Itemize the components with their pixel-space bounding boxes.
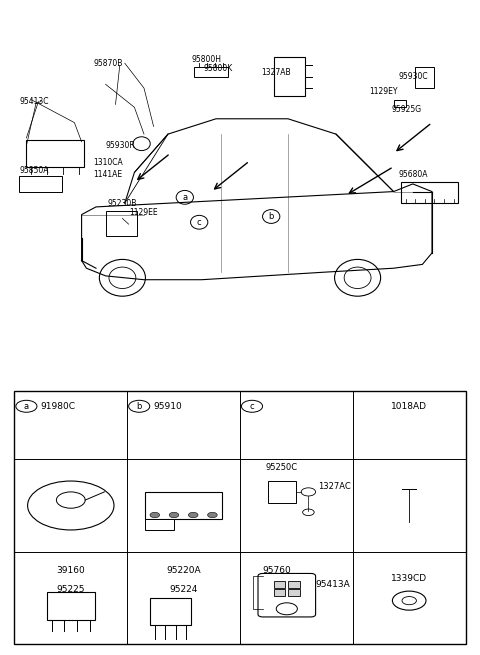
Text: 95225: 95225 xyxy=(57,586,85,594)
Bar xyxy=(145,519,174,530)
Bar xyxy=(288,581,300,588)
Text: 95870B: 95870B xyxy=(94,59,123,67)
Text: 95800H: 95800H xyxy=(192,55,222,64)
Text: 95930R: 95930R xyxy=(106,141,135,150)
Text: a: a xyxy=(24,402,29,411)
Text: b: b xyxy=(136,402,142,411)
Text: 95930C: 95930C xyxy=(398,72,428,81)
Text: c: c xyxy=(250,402,254,411)
Text: 1310CA: 1310CA xyxy=(94,159,123,167)
FancyBboxPatch shape xyxy=(258,574,315,617)
Text: 1018AD: 1018AD xyxy=(391,402,427,411)
FancyBboxPatch shape xyxy=(145,492,222,519)
Text: 95850A: 95850A xyxy=(19,166,48,175)
Text: 1327AB: 1327AB xyxy=(262,68,291,77)
FancyBboxPatch shape xyxy=(274,58,305,96)
Text: 95250C: 95250C xyxy=(266,463,298,472)
FancyBboxPatch shape xyxy=(26,140,84,166)
Text: 95910: 95910 xyxy=(154,402,182,411)
Bar xyxy=(274,590,285,596)
Text: 39160: 39160 xyxy=(57,566,85,575)
FancyBboxPatch shape xyxy=(415,67,434,88)
Bar xyxy=(288,590,300,596)
Circle shape xyxy=(150,512,159,517)
Text: 95800K: 95800K xyxy=(204,64,233,73)
FancyBboxPatch shape xyxy=(394,100,406,107)
Circle shape xyxy=(207,512,217,517)
Text: 95230B: 95230B xyxy=(108,198,137,208)
FancyBboxPatch shape xyxy=(19,176,62,191)
Text: 95413A: 95413A xyxy=(316,580,350,589)
Text: 95925G: 95925G xyxy=(391,105,421,114)
Text: b: b xyxy=(268,212,274,221)
Text: 95760: 95760 xyxy=(263,566,291,575)
FancyBboxPatch shape xyxy=(150,598,191,625)
Circle shape xyxy=(188,512,198,517)
Text: 95220A: 95220A xyxy=(166,566,201,575)
FancyBboxPatch shape xyxy=(401,182,458,203)
FancyBboxPatch shape xyxy=(47,593,95,620)
Text: 95413C: 95413C xyxy=(19,97,48,106)
Text: 91980C: 91980C xyxy=(41,402,76,411)
Text: 1129EE: 1129EE xyxy=(130,208,158,217)
FancyBboxPatch shape xyxy=(194,67,228,77)
FancyBboxPatch shape xyxy=(267,481,296,503)
Text: 1141AE: 1141AE xyxy=(94,170,123,179)
Text: 1327AC: 1327AC xyxy=(318,482,351,491)
Bar xyxy=(274,581,285,588)
FancyBboxPatch shape xyxy=(106,211,137,236)
Text: 1339CD: 1339CD xyxy=(391,574,427,584)
Text: 95224: 95224 xyxy=(169,586,198,594)
Text: c: c xyxy=(197,217,202,227)
Text: a: a xyxy=(182,193,187,202)
Text: 95680A: 95680A xyxy=(398,170,428,179)
Text: 1129EY: 1129EY xyxy=(370,86,398,96)
Circle shape xyxy=(169,512,179,517)
